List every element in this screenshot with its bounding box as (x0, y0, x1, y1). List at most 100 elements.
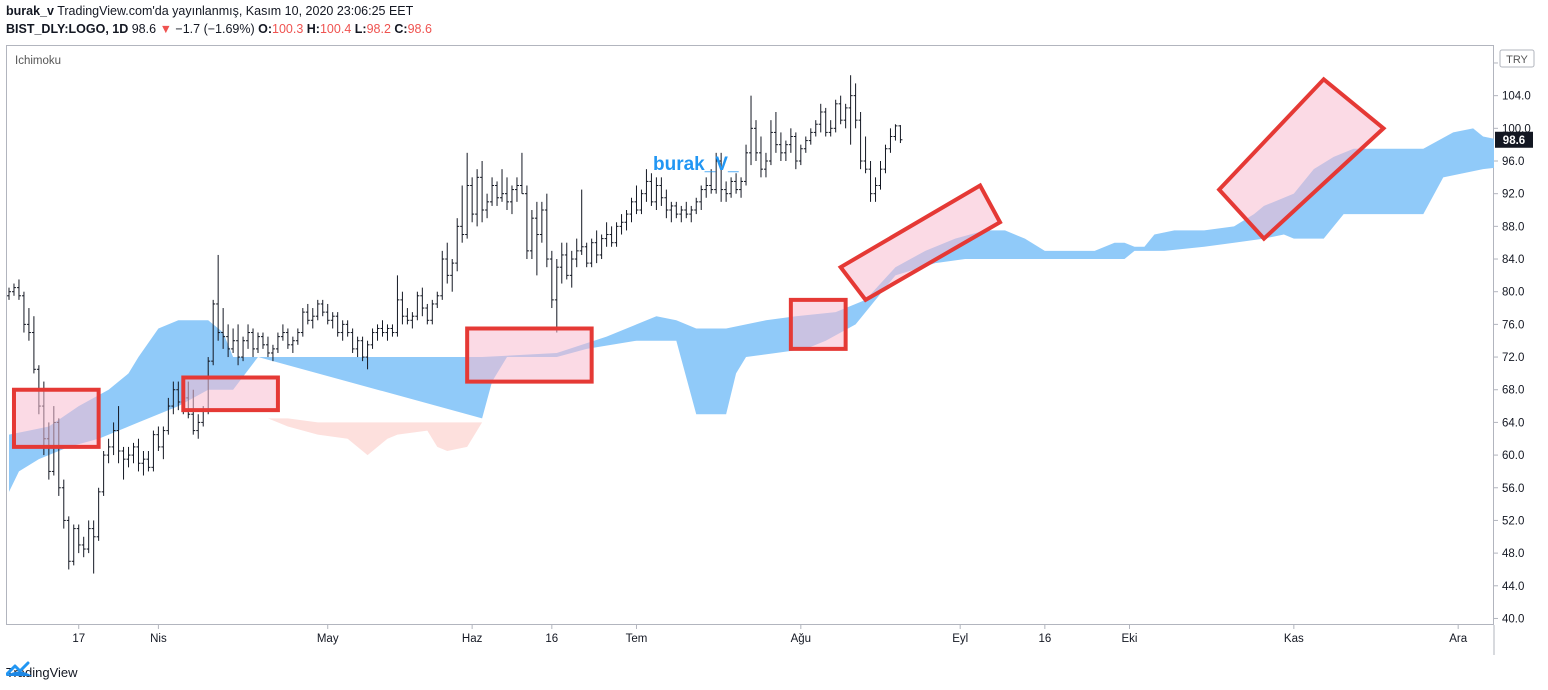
y-tick-label: 84.0 (1502, 254, 1524, 266)
time-axis[interactable]: 17 Nis May Haz 16 Tem Ağu Eyl 16 Eki Kas Ara (72, 625, 1495, 655)
ohlc-bar (719, 152, 724, 202)
ohlc-bar (564, 242, 569, 280)
ohlc-bar (808, 128, 813, 145)
y-tick-label: 88.0 (1502, 221, 1524, 233)
ohlc-bar (694, 197, 699, 215)
x-tick-label: Nis (150, 633, 167, 645)
y-tick-label: 104.0 (1502, 91, 1531, 103)
chart-header-publisher: burak_v TradingView.com'da yayınlanmış, … (6, 4, 413, 18)
ohlc-bar (649, 173, 654, 206)
ohlc-bar (226, 324, 231, 358)
ohlc-bar (146, 451, 151, 472)
price-axis[interactable]: 40.0 44.0 48.0 52.0 56.0 60.0 64.0 68.0 72.0 76.0… (1494, 58, 1533, 625)
ohlc-bar (768, 120, 773, 166)
ohlc-bar (450, 259, 455, 292)
ohlc-bar (285, 328, 290, 349)
chart-header-quote: BIST_DLY:LOGO, 1D 98.6 ▼ −1.7 (−1.69%) O… (6, 22, 432, 36)
high-value: 100.4 (319, 22, 352, 36)
ohlc-bar (216, 254, 221, 341)
ohlc-bar (485, 193, 490, 219)
ohlc-bar (888, 128, 893, 153)
ohlc-bar (315, 299, 320, 321)
ohlc-bar (395, 275, 400, 337)
ohlc-bar (709, 169, 714, 194)
x-tick-label: 16 (1038, 633, 1051, 645)
highlight-box (1216, 76, 1387, 242)
close-value: 98.6 (407, 22, 432, 36)
ohlc-bar (31, 316, 36, 374)
ohlc-bar (749, 95, 754, 166)
ohlc-bar (96, 487, 101, 541)
indicator-label[interactable]: Ichimoku (15, 55, 61, 67)
ohlc-bar (11, 283, 16, 296)
ohlc-bar (758, 136, 763, 178)
ichimoku-chart[interactable]: 40.0 44.0 48.0 52.0 56.0 60.0 64.0 68.0 72.0 76.0… (0, 0, 1548, 660)
open-label: O: (258, 22, 273, 36)
symbol-label[interactable]: BIST_DLY:LOGO, 1D (6, 22, 129, 36)
ohlc-bar (495, 181, 500, 206)
ohlc-bar (385, 324, 390, 341)
ohlc-bar (788, 128, 793, 153)
ohlc-bar (803, 136, 808, 153)
ohlc-bar (300, 308, 305, 337)
ohlc-bar (490, 177, 495, 206)
ohlc-bar (554, 259, 559, 333)
ohlc-bar (744, 144, 749, 186)
ohlc-bar (838, 95, 843, 125)
currency-badge[interactable]: TRY (1499, 49, 1535, 68)
ohlc-bar (251, 328, 256, 358)
ohlc-bar (400, 291, 405, 325)
ohlc-bar (7, 287, 11, 300)
ohlc-bar (211, 299, 216, 366)
ohlc-bar (136, 438, 141, 472)
ohlc-bar (440, 250, 445, 300)
ohlc-bar (559, 242, 564, 284)
ohlc-bar (674, 201, 679, 219)
ohlc-bar (380, 320, 385, 337)
ohlc-bar (778, 132, 783, 161)
published-info: TradingView.com'da yayınlanmış, Kasım 10… (57, 4, 414, 18)
x-tick-label: Tem (626, 633, 648, 645)
ohlc-bar (156, 426, 161, 451)
ohlc-bar (863, 136, 868, 174)
ohlc-bar (256, 332, 260, 353)
tradingview-logo-icon (6, 661, 32, 676)
open-value: 100.3 (272, 22, 304, 36)
ohlc-bar (370, 328, 375, 349)
ohlc-bar (500, 169, 505, 202)
y-tick-label: 44.0 (1502, 581, 1524, 593)
ohlc-bar (505, 177, 509, 211)
ohlc-bar (549, 250, 554, 309)
ohlc-bar (26, 308, 31, 341)
ohlc-bar (330, 312, 335, 329)
x-tick-label: May (317, 633, 339, 645)
ohlc-bar (340, 320, 345, 341)
x-tick-label: Haz (462, 633, 483, 645)
ohlc-bar (290, 336, 295, 353)
ohlc-bar (121, 446, 126, 480)
bearish-cloud (267, 418, 483, 456)
ohlc-bar (435, 291, 440, 309)
ohlc-bar (61, 479, 66, 529)
x-tick-label: Ara (1449, 633, 1468, 645)
ohlc-bar (480, 161, 485, 223)
ohlc-bar (345, 320, 350, 337)
ohlc-bar (684, 201, 689, 219)
ohlc-bar (883, 144, 888, 174)
high-label: H: (306, 22, 320, 36)
author-name[interactable]: burak_v (6, 4, 54, 18)
ohlc-bar (569, 250, 574, 288)
ohlc-bar (654, 177, 659, 211)
down-arrow-icon: ▼ (159, 22, 172, 36)
tradingview-brand[interactable]: TradingView (6, 661, 78, 683)
ohlc-bar (241, 336, 246, 362)
x-tick-label: Kas (1284, 633, 1304, 645)
ohlc-bar (106, 438, 111, 464)
ohlc-bar (141, 451, 146, 476)
ohlc-bar (729, 177, 734, 198)
last-price-label: 98.6 (1503, 135, 1525, 147)
y-tick-label: 64.0 (1502, 417, 1524, 429)
ohlc-bar (455, 218, 460, 272)
chart-pane[interactable] (6, 45, 1494, 625)
ohlc-bar (609, 226, 614, 247)
